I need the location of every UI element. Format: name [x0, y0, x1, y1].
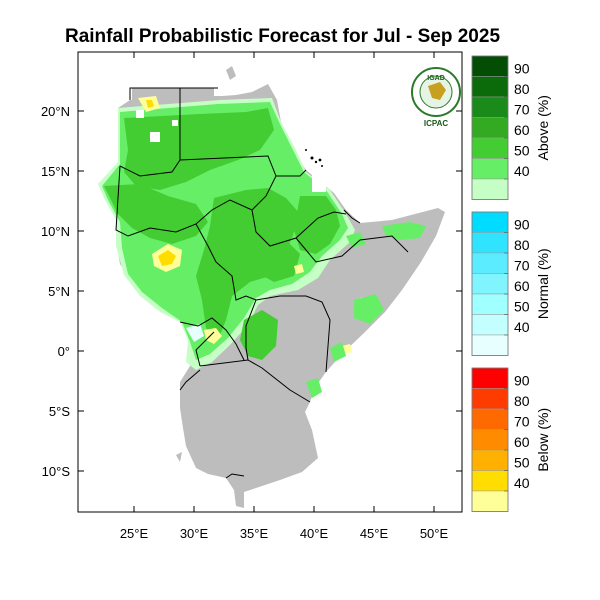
lon-tick-label: 45°E	[360, 526, 389, 541]
lat-tick-label: 5°N	[48, 284, 70, 299]
legend-swatch	[471, 293, 509, 315]
legend-value-label: 80	[514, 237, 530, 253]
legend-below: 90 80 70 60 50 40 Below (%)	[471, 367, 551, 512]
legend-swatch	[471, 388, 509, 410]
legend-swatch	[471, 117, 509, 139]
legend-swatch	[471, 211, 509, 233]
legend-value-label: 60	[514, 278, 530, 294]
legend-swatch	[471, 273, 509, 295]
legend-swatch	[471, 408, 509, 430]
lat-tick-label: 0°	[58, 344, 70, 359]
legend-above: 90 80 70 60 50 40 Above (%)	[471, 55, 551, 200]
legend-frame	[471, 55, 509, 200]
legend-value-label: 50	[514, 455, 530, 471]
legend-value-label: 70	[514, 414, 530, 430]
legend-value-label: 90	[514, 217, 530, 233]
legend-frame	[471, 367, 509, 512]
legend-value-label: 60	[514, 122, 530, 138]
lon-tick-label: 25°E	[120, 526, 149, 541]
legend-normal: 90 80 70 60 50 40 Normal (%)	[471, 211, 551, 356]
lon-tick-label: 40°E	[300, 526, 329, 541]
lon-tick-label: 30°E	[180, 526, 209, 541]
legend-swatch	[471, 232, 509, 254]
logo-icpac-text: ICPAC	[424, 119, 449, 128]
legend-swatch	[471, 314, 509, 336]
legend-value-label: 80	[514, 393, 530, 409]
legend-value-label: 40	[514, 319, 530, 335]
legend-value-label: 40	[514, 475, 530, 491]
legend-swatch	[471, 252, 509, 274]
country-borders	[115, 87, 409, 479]
above-60-zones	[104, 108, 340, 360]
legend-frame	[471, 211, 509, 356]
lat-axis: 20°N 15°N 10°N 5°N 0° 5°S 10°S	[41, 104, 462, 479]
legend-swatch	[471, 137, 509, 159]
legend-swatch	[471, 334, 509, 356]
lon-axis: 25°E 30°E 35°E 40°E 45°E 50°E	[120, 52, 449, 541]
east-green-patches	[306, 222, 426, 398]
legend-swatch	[471, 96, 509, 118]
arabia-fragment	[226, 66, 236, 80]
legend-title: Below (%)	[535, 408, 551, 472]
legend-swatch	[471, 158, 509, 180]
red-sea-islands	[305, 149, 323, 167]
no-data-patches	[122, 88, 326, 192]
logo-igad-text: IGAD	[427, 75, 445, 82]
legend-title: Normal (%)	[535, 248, 551, 319]
legend-value-label: 70	[514, 102, 530, 118]
legend-swatch	[471, 55, 509, 77]
lat-tick-label: 10°S	[42, 464, 71, 479]
lat-tick-label: 10°N	[41, 224, 70, 239]
legend-swatch	[471, 178, 509, 200]
legend-value-label: 40	[514, 163, 530, 179]
offshore-islands	[176, 452, 182, 462]
legend-swatch	[471, 367, 509, 389]
legend-title: Above (%)	[535, 95, 551, 160]
legend-value-label: 50	[514, 299, 530, 315]
lat-tick-label: 20°N	[41, 104, 70, 119]
map-title: Rainfall Probabilistic Forecast for Jul …	[64, 26, 501, 47]
lat-tick-label: 15°N	[41, 164, 70, 179]
legend-value-label: 60	[514, 434, 530, 450]
legend-value-label: 50	[514, 143, 530, 159]
legend-swatch	[471, 490, 509, 512]
lon-tick-label: 35°E	[240, 526, 269, 541]
legend-swatch	[471, 470, 509, 492]
legend-swatch	[471, 449, 509, 471]
map-layer	[98, 66, 445, 508]
legend-swatch	[471, 76, 509, 98]
legend-value-label: 70	[514, 258, 530, 274]
lat-tick-label: 5°S	[49, 404, 70, 419]
igad-icpac-logo: IGAD ICPAC	[411, 67, 461, 128]
legend-value-label: 90	[514, 373, 530, 389]
legend-value-label: 90	[514, 61, 530, 77]
legend-value-label: 80	[514, 81, 530, 97]
normal-40-zone	[186, 324, 204, 342]
legend-swatch	[471, 429, 509, 451]
legend-group: 90 80 70 60 50 40 Above (%) 90 80 70 60 50 40 Normal …	[471, 55, 551, 512]
lon-tick-label: 50°E	[420, 526, 449, 541]
